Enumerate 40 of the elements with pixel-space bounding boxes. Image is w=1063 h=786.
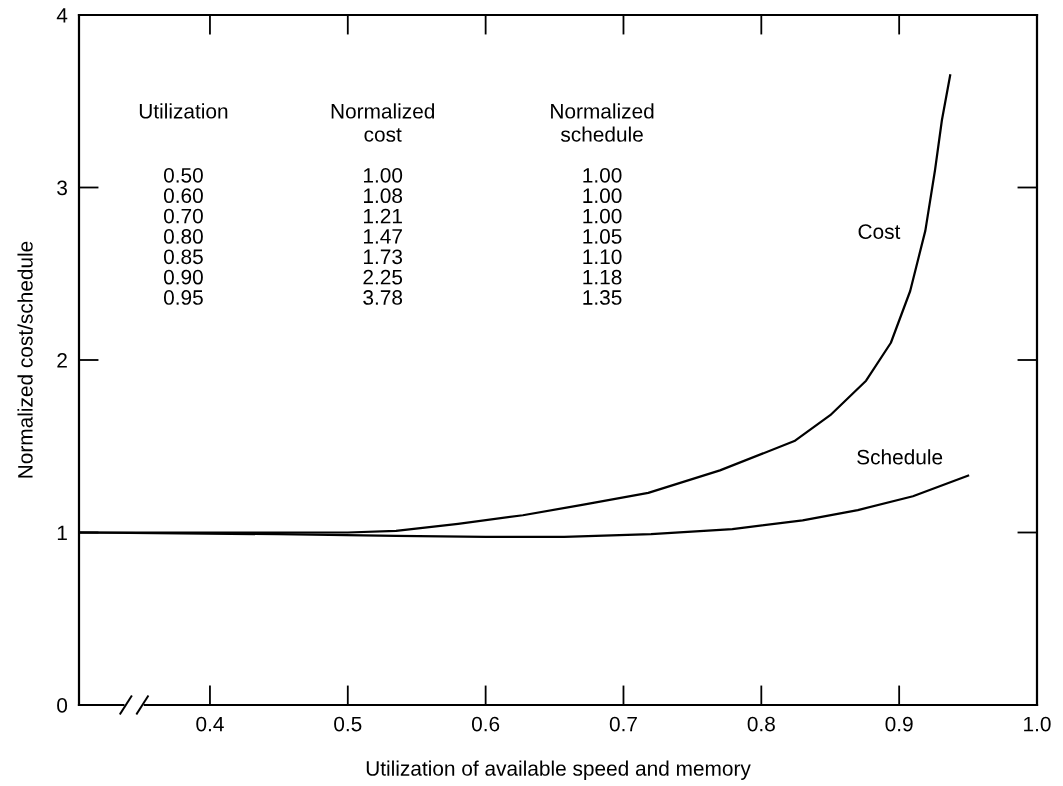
annotation: 1.00 (583, 167, 622, 183)
annotation: Normalized schedule (551, 103, 654, 142)
annotation: 1.47 (364, 229, 402, 244)
x-tick-label: 0.9 (885, 716, 913, 732)
y-tick-label: 0 (57, 698, 68, 713)
series-label: Schedule (857, 449, 943, 465)
series-label: Cost (858, 224, 901, 239)
x-tick-label: 0.8 (747, 716, 775, 732)
y-tick-label: 1 (57, 525, 67, 541)
x-tick-label: 0.4 (196, 716, 224, 732)
annotation: 1.35 (583, 290, 622, 305)
annotation: Normalized cost (331, 103, 435, 142)
annotation: 3.78 (363, 290, 403, 305)
annotation: 1.00 (364, 167, 403, 183)
annotation: 1.08 (364, 188, 403, 204)
x-tick-label: 0.6 (471, 716, 500, 732)
annotation: 0.95 (163, 290, 203, 305)
annotation: 0.70 (163, 208, 203, 224)
x-tick-label: 0.5 (334, 716, 362, 732)
annotation: 2.25 (363, 269, 403, 285)
annotation: 1.21 (364, 208, 402, 224)
annotation: 0.85 (163, 249, 203, 265)
x-tick-label: 0.7 (609, 716, 637, 732)
annotation: 1.18 (583, 269, 622, 285)
x-axis-title: Utilization of available speed and memory (366, 760, 751, 780)
annotation: 1.05 (583, 229, 622, 244)
annotation: 0.60 (163, 188, 203, 204)
x-tick-label: 1.0 (1024, 716, 1051, 732)
y-axis-title: Normalized cost/schedule (17, 241, 33, 478)
y-tick-label: 4 (56, 8, 68, 23)
annotation: 1.73 (364, 249, 403, 265)
annotation: 1.10 (583, 249, 622, 265)
annotation: 0.90 (163, 269, 203, 285)
y-tick-label: 3 (57, 180, 67, 196)
annotation: 1.00 (583, 188, 622, 204)
annotation: Utilization (139, 103, 228, 119)
annotation: 0.80 (163, 229, 203, 244)
y-tick-label: 2 (57, 353, 67, 368)
annotation: 0.50 (163, 167, 203, 183)
annotation: 1.00 (583, 208, 622, 224)
